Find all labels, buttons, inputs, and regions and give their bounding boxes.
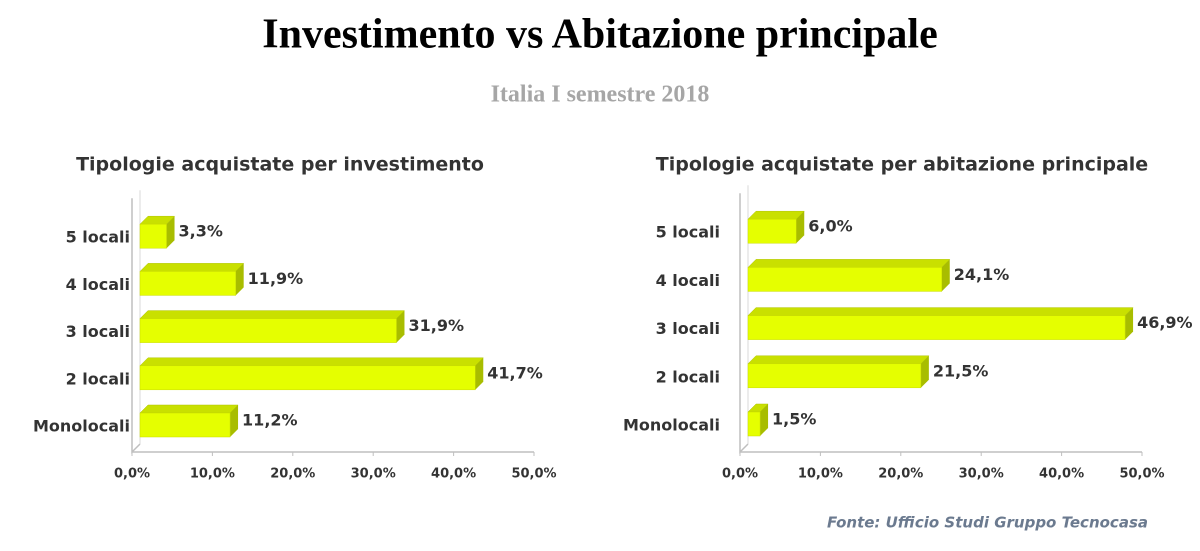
bar-side — [796, 211, 805, 244]
value-label: 41,7% — [487, 363, 543, 382]
bar-side — [760, 404, 769, 436]
bar — [139, 318, 397, 343]
category-label: 2 locali — [66, 369, 130, 388]
bar — [747, 363, 922, 389]
bar-top — [139, 263, 245, 272]
bar — [139, 271, 236, 296]
bar-top — [747, 307, 1134, 316]
bar — [747, 267, 943, 292]
value-label: 11,9% — [248, 269, 304, 288]
x-tick-label: 10,0% — [798, 467, 843, 482]
bar-top — [747, 210, 805, 220]
x-tick-label: 40,0% — [431, 467, 476, 482]
bar — [747, 315, 1126, 340]
bar-top — [139, 310, 406, 319]
page-title: Investimento vs Abitazione principale — [262, 12, 938, 58]
axis-wall — [131, 198, 141, 454]
x-tick-label: 50,0% — [1119, 467, 1164, 482]
value-label: 21,5% — [933, 361, 989, 380]
bar — [139, 365, 476, 391]
value-label: 1,5% — [772, 410, 816, 429]
category-label: 4 locali — [66, 275, 130, 294]
x-tick-label: 30,0% — [959, 467, 1004, 482]
category-label: 5 locali — [656, 223, 720, 242]
x-tick-label: 20,0% — [270, 467, 315, 482]
x-tick-label: 0,0% — [722, 467, 758, 482]
source-note: Fonte: Ufficio Studi Gruppo Tecnocasa — [827, 514, 1148, 532]
x-tick-label: 50,0% — [511, 467, 556, 482]
bar-side — [166, 216, 175, 249]
chart-title: Tipologie acquistate per investimento — [76, 154, 484, 176]
bar — [747, 218, 797, 244]
category-label: Monolocali — [33, 417, 130, 436]
value-label: 46,9% — [1137, 313, 1193, 332]
bar-top — [139, 404, 239, 414]
category-label: 5 locali — [66, 228, 130, 247]
page-subtitle: Italia I semestre 2018 — [491, 82, 710, 108]
value-label: 6,0% — [808, 217, 852, 236]
x-tick-label: 30,0% — [351, 467, 396, 482]
value-label: 31,9% — [408, 316, 464, 335]
category-label: 2 locali — [656, 367, 720, 386]
value-label: 3,3% — [179, 222, 223, 241]
x-tick-label: 40,0% — [1039, 467, 1084, 482]
value-label: 11,2% — [242, 411, 298, 430]
bar-top — [747, 259, 951, 268]
value-label: 24,1% — [954, 265, 1010, 284]
category-label: 3 locali — [656, 319, 720, 338]
bar-side — [235, 263, 244, 296]
bar-side — [920, 355, 929, 388]
bar-side — [1125, 307, 1134, 340]
bar-side — [230, 405, 239, 437]
bar — [139, 412, 231, 438]
bar — [139, 223, 167, 249]
bar — [747, 411, 761, 437]
bar-top — [747, 355, 930, 365]
bar-side — [941, 259, 950, 292]
category-label: 3 locali — [66, 322, 130, 341]
category-label: 4 locali — [656, 271, 720, 290]
x-tick-label: 10,0% — [190, 467, 235, 482]
x-tick-label: 0,0% — [114, 467, 150, 482]
bar-side — [475, 357, 484, 390]
chart-title: Tipologie acquistate per abitazione prin… — [656, 154, 1148, 176]
x-tick-label: 20,0% — [878, 467, 923, 482]
category-label: Monolocali — [623, 416, 720, 435]
axis-wall — [739, 193, 749, 454]
bar-side — [396, 310, 405, 343]
bar-top — [139, 357, 484, 367]
